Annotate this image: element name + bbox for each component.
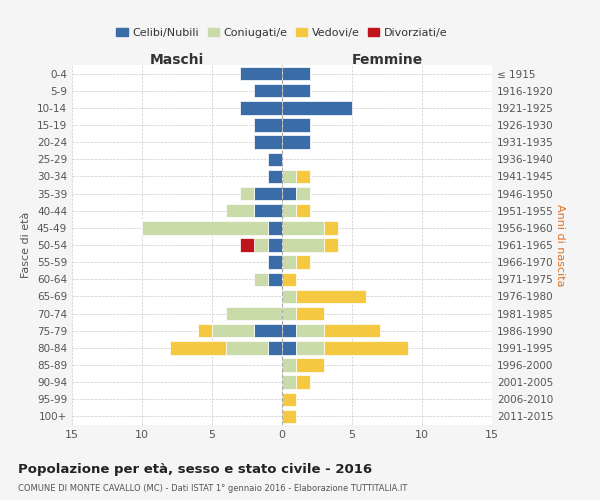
Bar xyxy=(240,67,282,80)
Bar xyxy=(282,118,310,132)
Bar xyxy=(268,152,282,166)
Bar xyxy=(254,118,282,132)
Bar xyxy=(296,187,310,200)
Bar xyxy=(254,84,282,98)
Text: Popolazione per età, sesso e stato civile - 2016: Popolazione per età, sesso e stato civil… xyxy=(18,462,372,475)
Bar xyxy=(282,324,296,338)
Bar xyxy=(254,272,268,286)
Bar xyxy=(268,170,282,183)
Bar xyxy=(296,204,310,218)
Bar xyxy=(296,341,324,354)
Text: Femmine: Femmine xyxy=(352,53,422,67)
Bar xyxy=(282,290,296,303)
Bar xyxy=(282,84,310,98)
Bar xyxy=(282,307,296,320)
Bar xyxy=(282,187,296,200)
Text: COMUNE DI MONTE CAVALLO (MC) - Dati ISTAT 1° gennaio 2016 - Elaborazione TUTTITA: COMUNE DI MONTE CAVALLO (MC) - Dati ISTA… xyxy=(18,484,407,493)
Bar xyxy=(296,290,366,303)
Bar xyxy=(296,376,310,389)
Bar xyxy=(268,221,282,234)
Text: Maschi: Maschi xyxy=(150,53,204,67)
Bar xyxy=(296,170,310,183)
Bar xyxy=(226,204,254,218)
Bar xyxy=(268,341,282,354)
Bar xyxy=(282,221,324,234)
Bar xyxy=(296,324,324,338)
Bar xyxy=(240,238,254,252)
Bar xyxy=(296,358,324,372)
Bar xyxy=(282,67,310,80)
Bar xyxy=(254,204,282,218)
Bar xyxy=(282,376,296,389)
Bar xyxy=(212,324,254,338)
Bar xyxy=(268,256,282,269)
Bar xyxy=(142,221,268,234)
Bar xyxy=(268,238,282,252)
Bar xyxy=(282,392,296,406)
Bar xyxy=(296,307,324,320)
Bar xyxy=(254,136,282,149)
Bar xyxy=(296,256,310,269)
Legend: Celibi/Nubili, Coniugati/e, Vedovi/e, Divorziati/e: Celibi/Nubili, Coniugati/e, Vedovi/e, Di… xyxy=(112,24,452,42)
Bar xyxy=(282,272,296,286)
Y-axis label: Anni di nascita: Anni di nascita xyxy=(555,204,565,286)
Bar xyxy=(282,204,296,218)
Bar xyxy=(282,136,310,149)
Bar xyxy=(226,341,268,354)
Bar xyxy=(254,324,282,338)
Bar xyxy=(324,221,338,234)
Bar xyxy=(324,341,408,354)
Bar xyxy=(254,238,268,252)
Bar xyxy=(282,101,352,114)
Bar xyxy=(324,324,380,338)
Bar xyxy=(226,307,282,320)
Y-axis label: Fasce di età: Fasce di età xyxy=(22,212,31,278)
Bar xyxy=(282,170,296,183)
Bar xyxy=(282,256,296,269)
Bar xyxy=(240,101,282,114)
Bar xyxy=(170,341,226,354)
Bar xyxy=(282,341,296,354)
Bar xyxy=(254,187,282,200)
Bar xyxy=(282,238,324,252)
Bar xyxy=(198,324,212,338)
Bar xyxy=(324,238,338,252)
Bar xyxy=(282,410,296,423)
Bar xyxy=(268,272,282,286)
Bar xyxy=(240,187,254,200)
Bar xyxy=(282,358,296,372)
